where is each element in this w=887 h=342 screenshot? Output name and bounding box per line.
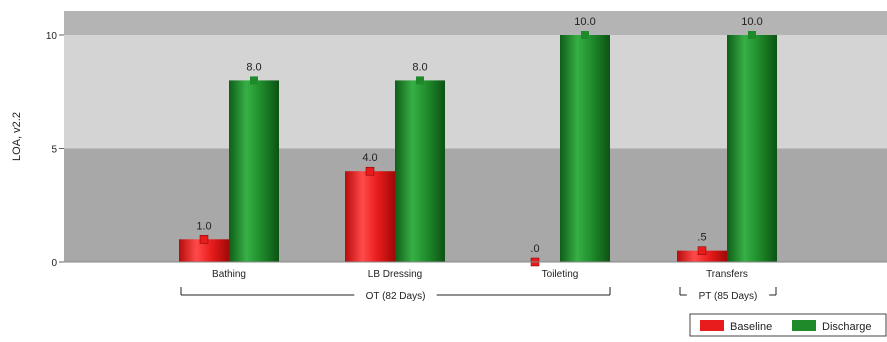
data-label: 8.0 — [412, 61, 427, 73]
data-label: 1.0 — [196, 220, 211, 232]
point-marker-baseline — [697, 246, 707, 255]
bar-discharge — [727, 35, 777, 262]
y-tick-label: 5 — [51, 145, 57, 156]
point-marker-discharge — [250, 76, 258, 85]
legend: Baseline Discharge — [689, 313, 887, 337]
group-label: PT (85 Days) — [699, 291, 758, 302]
category-groups: OT (82 Days) PT (85 Days) — [180, 287, 777, 302]
data-label: 4.0 — [362, 152, 377, 164]
legend-label-discharge: Discharge — [822, 321, 872, 333]
y-tick-label: 0 — [51, 258, 57, 269]
bar-baseline — [179, 239, 229, 262]
data-label: .0 — [530, 243, 539, 255]
x-tick-label: Bathing — [212, 269, 246, 280]
bars: 1.0 4.0 .0 .5 8.0 8.0 10.0 10.0 — [179, 16, 777, 267]
legend-swatch-discharge — [792, 320, 816, 331]
legend-swatch-baseline — [700, 320, 724, 331]
y-axis-label: LOA, v2.2 — [11, 112, 23, 161]
x-tick-label: Transfers — [706, 269, 748, 280]
bar-baseline — [345, 171, 395, 262]
x-tick-label: Toileting — [542, 269, 579, 280]
bar-discharge — [229, 80, 279, 263]
bar-baseline — [677, 250, 727, 262]
x-axis: Bathing LB Dressing Toileting Transfers — [64, 261, 887, 280]
band-top — [64, 11, 887, 35]
point-marker-baseline — [199, 235, 209, 244]
point-marker-discharge — [748, 31, 756, 39]
y-tick-label: 10 — [46, 31, 58, 42]
data-label: 10.0 — [741, 16, 762, 28]
bar-discharge — [560, 35, 610, 262]
group-label: OT (82 Days) — [366, 291, 426, 302]
legend-label-baseline: Baseline — [730, 321, 772, 333]
y-axis: 0 5 10 LOA, v2.2 — [11, 31, 64, 269]
data-label: 8.0 — [246, 61, 261, 73]
point-marker-discharge — [581, 31, 589, 39]
x-tick-label: LB Dressing — [368, 269, 422, 280]
data-label: 10.0 — [574, 16, 595, 28]
point-marker-baseline — [365, 166, 375, 176]
point-marker-discharge — [416, 76, 424, 85]
bar-discharge — [395, 80, 445, 263]
data-label: .5 — [697, 232, 706, 244]
legend-box — [689, 313, 887, 337]
